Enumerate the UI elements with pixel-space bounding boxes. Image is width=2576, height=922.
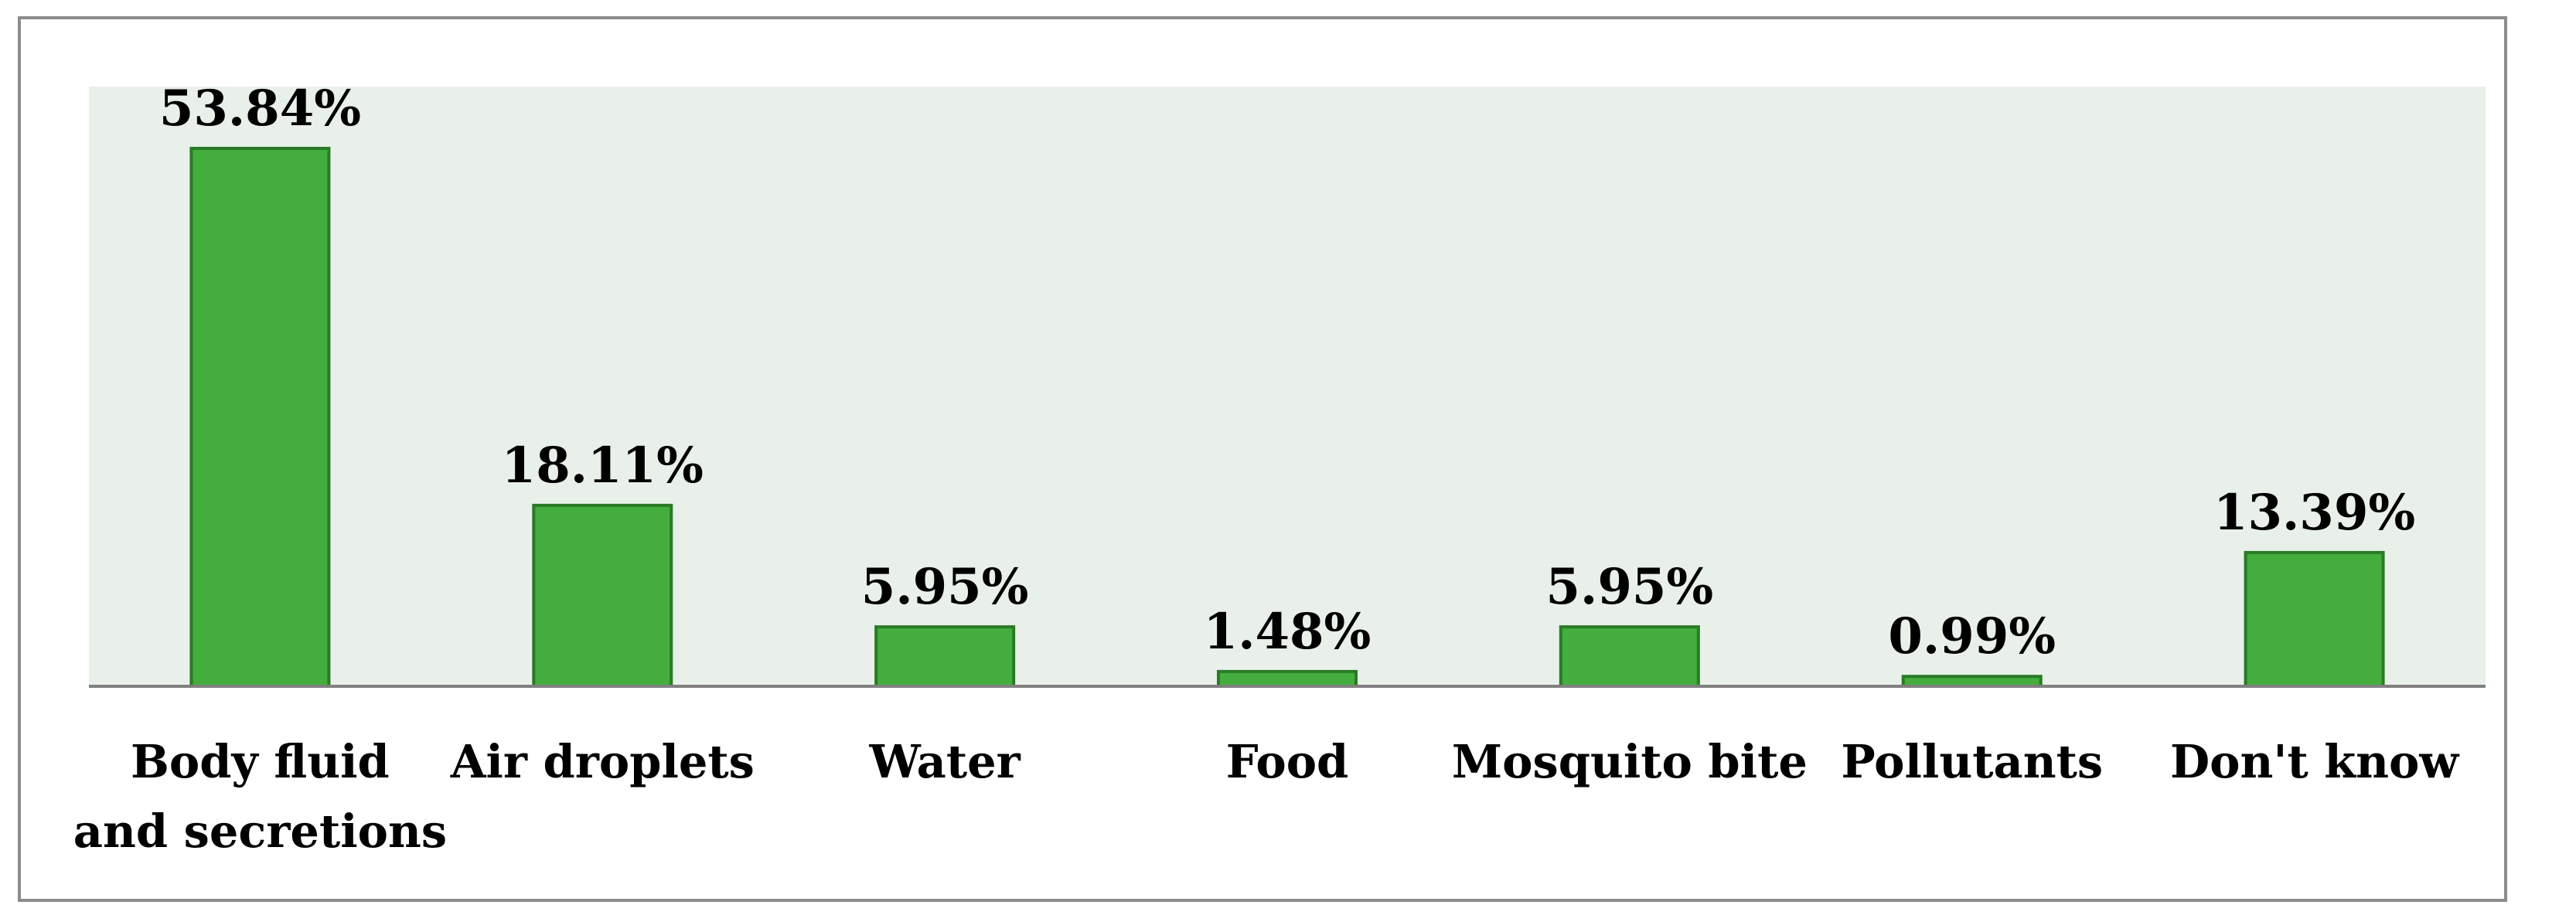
bar: [189, 147, 331, 688]
x-tick-label: and secretions: [73, 805, 447, 858]
bar: [1217, 669, 1358, 688]
x-tick-label: Don't know: [2170, 735, 2459, 788]
x-tick-label: Food: [1226, 735, 1349, 788]
data-label: 5.95%: [861, 558, 1029, 616]
data-label: 1.48%: [1204, 603, 1371, 661]
bar: [874, 625, 1016, 688]
x-tick-label: Air droplets: [450, 735, 755, 788]
value-labels-group: 53.84% 18.11% 5.95% 1.48% 5.95% 0.99% 13.39%: [159, 80, 2415, 665]
bar: [1559, 625, 1700, 688]
x-tick-label: Body fluid: [131, 735, 390, 788]
data-label: 0.99%: [1888, 607, 2056, 665]
data-label: 53.84%: [159, 80, 361, 138]
bar: [2244, 550, 2385, 688]
plot-area: [89, 87, 2486, 686]
x-tick-label: Mosquito bite: [1452, 735, 1808, 788]
x-tick-label: Water: [869, 735, 1021, 788]
data-label: 18.11%: [502, 437, 704, 495]
data-label: 13.39%: [2213, 484, 2415, 542]
bars-group: [189, 147, 2385, 689]
bar: [532, 503, 673, 688]
data-label: 5.95%: [1546, 558, 1714, 616]
x-tick-label: Pollutants: [1841, 735, 2103, 788]
